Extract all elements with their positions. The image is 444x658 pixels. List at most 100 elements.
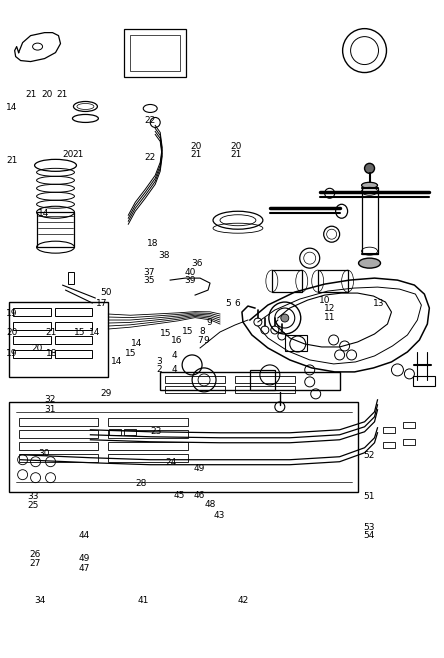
Text: 21: 21: [190, 151, 202, 159]
Text: 14: 14: [131, 339, 143, 348]
Text: 20: 20: [63, 151, 74, 159]
Text: 24: 24: [165, 458, 177, 467]
Text: 19: 19: [7, 309, 18, 318]
Circle shape: [281, 314, 289, 322]
Text: 41: 41: [138, 595, 149, 605]
Bar: [413, 376, 435, 386]
Text: 53: 53: [364, 523, 375, 532]
Text: 14: 14: [38, 209, 50, 218]
Text: 36: 36: [191, 259, 202, 268]
Bar: [9, 302, 108, 377]
Bar: [9, 402, 357, 492]
Text: 21: 21: [231, 151, 242, 159]
Text: 20: 20: [32, 344, 43, 353]
Text: 25: 25: [27, 501, 39, 510]
Text: 15: 15: [160, 329, 171, 338]
Bar: [130, 35, 180, 70]
Text: 51: 51: [364, 492, 375, 501]
Text: 20: 20: [7, 328, 18, 337]
Text: 26: 26: [29, 549, 41, 559]
Text: 22: 22: [145, 153, 156, 162]
Text: 42: 42: [238, 595, 249, 605]
Bar: [250, 370, 275, 390]
Text: 15: 15: [125, 349, 136, 358]
Text: 3: 3: [156, 357, 162, 366]
Text: 45: 45: [173, 491, 185, 500]
Text: 16: 16: [171, 336, 182, 345]
Text: 50: 50: [100, 288, 112, 297]
Text: 32: 32: [44, 395, 56, 404]
Text: 54: 54: [364, 531, 375, 540]
Text: 6: 6: [234, 299, 240, 309]
Text: 8: 8: [200, 327, 206, 336]
Text: 15: 15: [182, 327, 194, 336]
Bar: [361, 188, 377, 254]
Bar: [55, 322, 92, 330]
Bar: [19, 454, 99, 462]
Text: 5: 5: [226, 299, 231, 309]
Text: 18: 18: [46, 349, 58, 358]
Bar: [13, 336, 51, 344]
Text: 14: 14: [111, 357, 123, 366]
Bar: [13, 350, 51, 358]
Text: 9: 9: [203, 336, 209, 345]
Text: 27: 27: [29, 559, 41, 569]
Bar: [124, 429, 136, 435]
Text: 37: 37: [143, 268, 155, 277]
Text: 14: 14: [89, 328, 101, 337]
Text: 34: 34: [34, 595, 45, 605]
Text: 46: 46: [193, 491, 205, 500]
Text: 11: 11: [324, 313, 335, 322]
Text: 48: 48: [204, 499, 216, 509]
Text: 13: 13: [373, 299, 384, 309]
Bar: [124, 29, 186, 76]
Text: 47: 47: [78, 564, 90, 573]
Text: 49: 49: [78, 554, 90, 563]
Bar: [384, 442, 396, 447]
Bar: [160, 372, 340, 390]
Bar: [55, 350, 92, 358]
Text: 21: 21: [25, 90, 36, 99]
Bar: [19, 430, 99, 438]
Bar: [13, 308, 51, 316]
Bar: [19, 418, 99, 426]
Text: 21: 21: [73, 151, 84, 159]
Text: 23: 23: [151, 427, 162, 436]
Bar: [55, 336, 92, 344]
Text: 52: 52: [364, 451, 375, 460]
Bar: [404, 422, 416, 428]
Bar: [36, 213, 75, 247]
Bar: [108, 430, 188, 438]
Text: 15: 15: [74, 328, 85, 337]
Text: 17: 17: [96, 299, 107, 309]
Bar: [13, 322, 51, 330]
Text: 2: 2: [156, 365, 162, 374]
Text: 29: 29: [100, 389, 111, 397]
Text: 4: 4: [171, 365, 177, 374]
Text: 28: 28: [136, 479, 147, 488]
Text: 40: 40: [184, 268, 196, 277]
Text: 14: 14: [7, 103, 18, 112]
Text: 39: 39: [184, 276, 196, 286]
Bar: [285, 335, 307, 351]
Text: 38: 38: [158, 251, 169, 260]
Bar: [235, 376, 295, 383]
Text: 21: 21: [7, 156, 18, 164]
Bar: [109, 429, 121, 435]
Text: 20: 20: [190, 142, 202, 151]
Text: 30: 30: [38, 449, 50, 457]
Text: 7: 7: [198, 336, 203, 345]
Bar: [384, 427, 396, 433]
Text: 19: 19: [7, 349, 18, 358]
Text: 22: 22: [145, 116, 156, 125]
Text: 21: 21: [56, 90, 67, 99]
Ellipse shape: [359, 258, 381, 268]
Bar: [108, 454, 188, 462]
Text: 12: 12: [324, 304, 335, 313]
Text: 18: 18: [147, 239, 158, 248]
Text: 33: 33: [27, 492, 39, 501]
Text: 31: 31: [44, 405, 56, 413]
Text: 43: 43: [213, 511, 225, 520]
Text: 35: 35: [143, 276, 155, 286]
Bar: [404, 439, 416, 445]
